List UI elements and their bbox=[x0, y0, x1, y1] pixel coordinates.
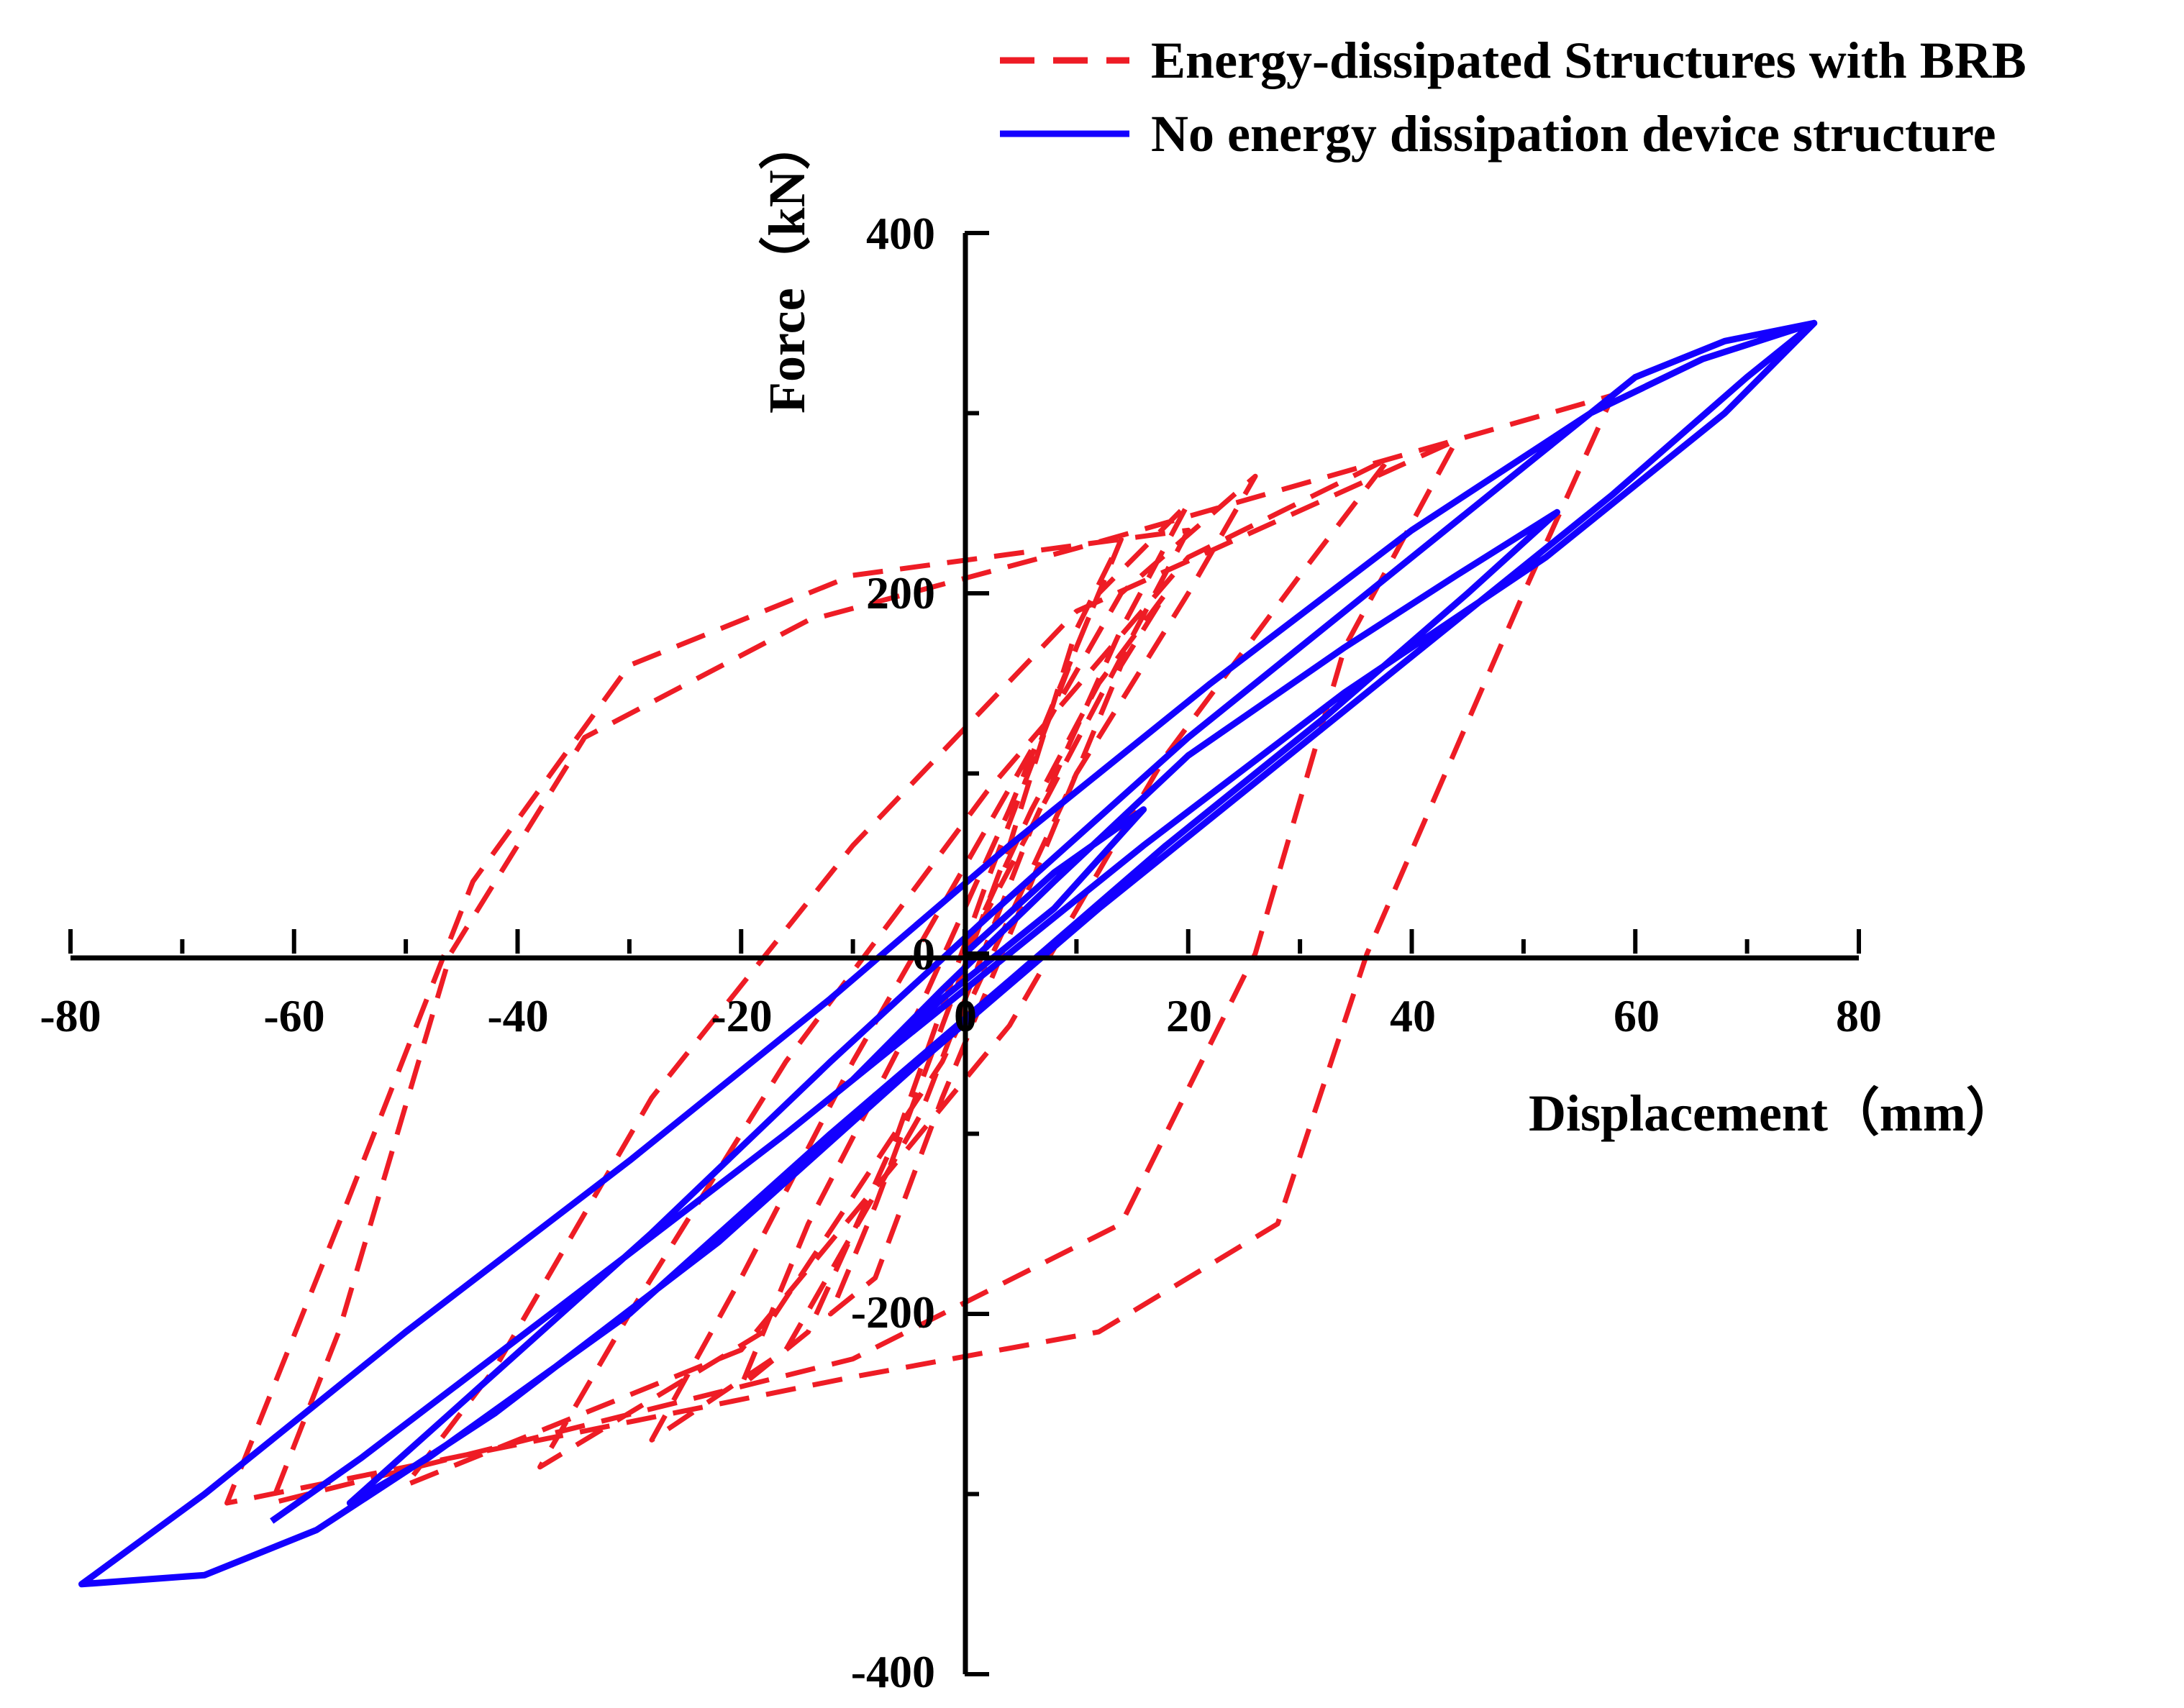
series-line-no-device bbox=[78, 319, 1818, 1588]
y-tick-labels: 400 200 0 -200 -400 bbox=[851, 208, 935, 1697]
x-tick-label: -40 bbox=[487, 990, 548, 1041]
x-tick-label: -60 bbox=[263, 990, 324, 1041]
y-tick-label: 200 bbox=[866, 567, 935, 618]
x-tick-labels: -80 -60 -40 -20 0 20 40 60 80 bbox=[40, 990, 1882, 1041]
x-tick-label: 80 bbox=[1836, 990, 1882, 1041]
x-tick-label: 40 bbox=[1390, 990, 1436, 1041]
legend-label-brb: Energy-dissipated Structures with BRB bbox=[1151, 32, 2026, 89]
series-line-brb bbox=[224, 393, 1616, 1506]
x-tick-label: 0 bbox=[954, 990, 977, 1041]
y-tick-label: -400 bbox=[851, 1646, 935, 1697]
x-tick-label: 20 bbox=[1166, 990, 1212, 1041]
series-layer bbox=[78, 319, 1818, 1588]
y-ticks bbox=[965, 231, 989, 1676]
x-tick-label: -80 bbox=[40, 990, 101, 1041]
legend: Energy-dissipated Structures with BRB No… bbox=[1000, 32, 2026, 163]
x-tick-label: -20 bbox=[711, 990, 772, 1041]
x-tick-label: 60 bbox=[1614, 990, 1660, 1041]
y-tick-label: 400 bbox=[866, 208, 935, 259]
y-tick-label: -200 bbox=[851, 1287, 935, 1338]
axes bbox=[68, 231, 1861, 1676]
x-ticks bbox=[68, 929, 1861, 954]
y-tick-label: 0 bbox=[912, 928, 935, 979]
x-axis-title: Displacement（mm） bbox=[1529, 1084, 2018, 1142]
legend-label-no-device: No energy dissipation device structure bbox=[1151, 105, 1996, 163]
y-axis-title: Force（kN） bbox=[758, 118, 816, 414]
